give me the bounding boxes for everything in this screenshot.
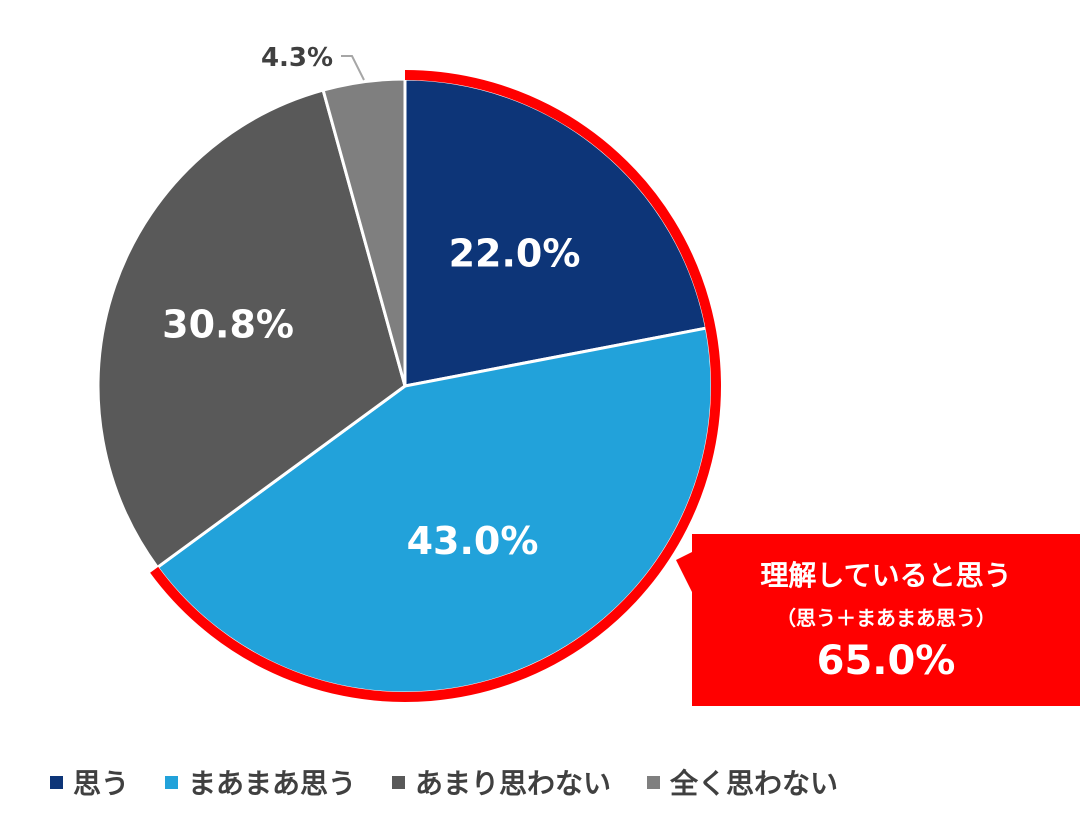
pie-slices [96,77,714,695]
legend-swatch-1 [165,775,179,789]
legend-label-1: まあまあ思う [188,767,357,800]
leader-line-3 [341,55,365,81]
callout-value: 65.0% [816,638,956,684]
legend-item-0: 思う [50,762,129,802]
slice-label-1: 43.0% [407,519,539,563]
highlight-arc [150,70,721,702]
legend-item-3: 全く思わない [647,762,838,802]
legend-label-3: 全く思わない [670,767,839,800]
legend-label-2: あまり思わない [415,767,612,800]
legend-swatch-3 [647,775,661,789]
legend-swatch-2 [392,775,406,789]
highlight-callout: 理解していると思う （思う＋まあまあ思う） 65.0% [692,534,1080,706]
slice-label-0: 22.0% [449,232,581,276]
pie-slice-3 [321,77,407,388]
callout-pointer [676,552,692,592]
callout-title: 理解していると思う [760,559,1012,592]
legend-swatch-0 [50,775,63,789]
pie-chart: 22.0% 43.0% 30.8% 4.3% [96,43,721,702]
slice-label-3: 4.3% [261,43,333,73]
callout-subtitle: （思う＋まあまあ思う） [776,606,996,630]
legend-item-2: あまり思わない [392,762,611,802]
slice-label-2: 30.8% [162,303,294,347]
legend-label-0: 思う [73,767,130,800]
legend: 思う まあまあ思う あまり思わない 全く思わない [50,762,874,802]
legend-item-1: まあまあ思う [165,762,356,802]
pie-slice-2 [96,88,407,569]
slice-labels: 22.0% 43.0% 30.8% 4.3% [162,43,580,563]
